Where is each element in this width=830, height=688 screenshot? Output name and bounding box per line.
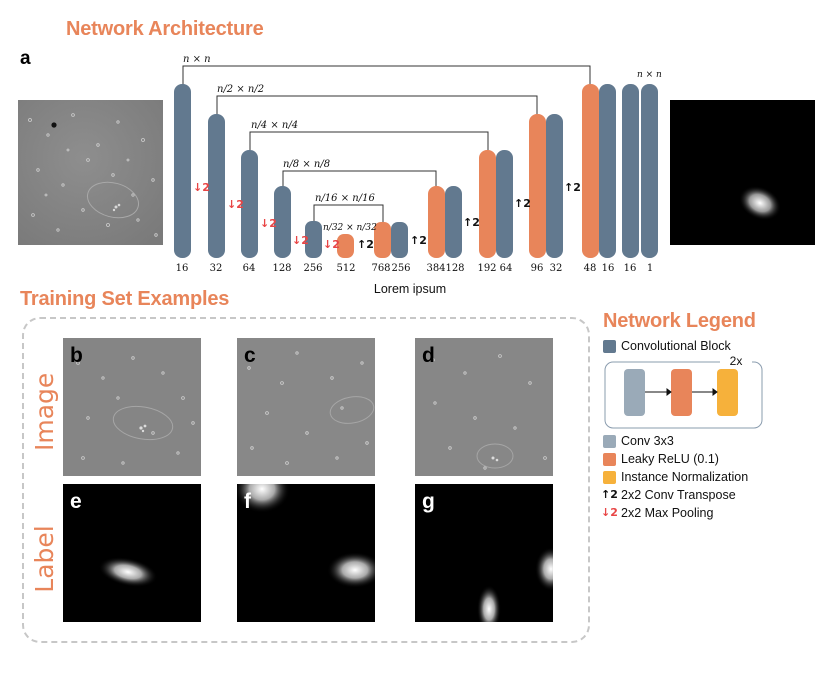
channel-label: 48 — [584, 263, 597, 274]
channel-label: 96 — [531, 263, 544, 274]
training-set-frame — [22, 317, 590, 643]
dim-label-output: n × n — [637, 70, 662, 80]
encoder-block-256 — [305, 221, 322, 258]
training-image-d — [415, 338, 553, 476]
legend-conv: Conv 3x3 — [621, 434, 674, 448]
legend-swatch-relu — [603, 453, 616, 466]
channel-label: 256 — [391, 263, 410, 274]
bottleneck-block-512 — [337, 234, 354, 258]
unet-diagram: n × n n/2 × n/2 n/4 × n/4 n/8 × n/8 n/16… — [174, 54, 662, 296]
panel-letter-d: d — [422, 344, 435, 367]
skip-connection-level3 — [282, 170, 437, 187]
dim-label-level4: n/16 × n/16 — [315, 193, 375, 204]
concat-block-48 — [582, 84, 599, 258]
legend-block-detail: 2x — [604, 354, 763, 429]
channel-label: 1 — [647, 263, 653, 274]
concat-block-384 — [428, 186, 445, 258]
channel-label: 16 — [602, 263, 615, 274]
legend-transpose-arrow: ↑2 — [601, 488, 618, 501]
legend-norm: Instance Normalization — [621, 470, 749, 484]
decoder-block-128 — [445, 186, 462, 258]
output-block-1 — [641, 84, 658, 258]
decoder-block-16b — [622, 84, 639, 258]
legend-swatch-norm — [603, 471, 616, 484]
legend-conv-rect — [624, 369, 645, 416]
upconv-arrow-2: ↑2 — [410, 234, 427, 247]
dim-label-level1: n/2 × n/2 — [217, 84, 264, 95]
row-label-image: Image — [30, 372, 59, 451]
legend-conv-block: Convolutional Block — [621, 339, 731, 353]
training-image-c — [237, 338, 375, 476]
dim-label-level0: n × n — [183, 54, 211, 65]
decoder-block-16a — [599, 84, 616, 258]
channel-label: 128 — [445, 263, 464, 274]
concat-block-96 — [529, 114, 546, 258]
upconv-arrow-5: ↑2 — [564, 181, 581, 194]
legend-title: Network Legend — [603, 310, 756, 332]
channel-label: 192 — [477, 263, 496, 274]
dim-label-level5: n/32 × n/32 — [323, 223, 377, 233]
legend-norm-rect — [717, 369, 738, 416]
channel-label: 16 — [624, 263, 637, 274]
legend-repeat-label: 2x — [730, 354, 743, 368]
legend-transpose: 2x2 Conv Transpose — [621, 488, 736, 502]
maxpool-arrow-4: ↓2 — [292, 234, 309, 247]
decoder-block-32 — [546, 114, 563, 258]
panel-letter-g: g — [422, 490, 435, 513]
training-title: Training Set Examples — [20, 288, 230, 310]
maxpool-arrow-2: ↓2 — [227, 198, 244, 211]
channel-label: 32 — [210, 263, 223, 274]
upconv-arrow-1: ↑2 — [357, 238, 374, 251]
concat-block-768 — [374, 222, 391, 258]
legend-pool: 2x2 Max Pooling — [621, 506, 714, 520]
panel-letter-b: b — [70, 344, 83, 367]
channel-label: 128 — [272, 263, 291, 274]
decoder-block-256 — [391, 222, 408, 258]
panel-letter-a: a — [20, 48, 31, 69]
concat-block-192 — [479, 150, 496, 258]
channel-label: 512 — [336, 263, 355, 274]
maxpool-arrow-5: ↓2 — [323, 238, 340, 251]
legend-relu-rect — [671, 369, 692, 416]
architecture-title: Network Architecture — [66, 18, 264, 40]
training-label-e — [63, 484, 201, 622]
panel-letter-c: c — [244, 344, 256, 367]
training-label-g — [415, 484, 553, 622]
encoder-block-16 — [174, 84, 191, 258]
skip-connection-level4 — [313, 204, 384, 222]
channel-label: 16 — [176, 263, 189, 274]
channel-label: 64 — [243, 263, 256, 274]
channel-label: 32 — [550, 263, 563, 274]
legend-swatch-conv-block — [603, 340, 616, 353]
panel-letter-e: e — [70, 490, 82, 513]
maxpool-arrow-1: ↓2 — [193, 181, 210, 194]
maxpool-arrow-3: ↓2 — [260, 217, 277, 230]
upconv-arrow-3: ↑2 — [463, 216, 480, 229]
decoder-block-64 — [496, 150, 513, 258]
legend-relu: Leaky ReLU (0.1) — [621, 452, 719, 466]
channel-label: 64 — [500, 263, 513, 274]
skip-connection-level0 — [182, 65, 591, 85]
skip-connection-level1 — [216, 95, 538, 115]
legend-swatch-conv — [603, 435, 616, 448]
output-mask — [670, 100, 815, 245]
upconv-arrow-4: ↑2 — [514, 197, 531, 210]
encoder-block-32 — [208, 114, 225, 258]
legend-pool-arrow: ↓2 — [601, 506, 618, 519]
skip-connection-level2 — [249, 131, 489, 150]
training-image-b — [63, 338, 201, 476]
channel-label: 768 — [371, 263, 390, 274]
training-label-f — [237, 484, 375, 622]
diagram-caption: Lorem ipsum — [374, 282, 446, 296]
encoder-block-128 — [274, 186, 291, 258]
input-image — [18, 100, 163, 245]
panel-letter-f: f — [244, 490, 251, 513]
channel-label: 256 — [303, 263, 322, 274]
dim-label-level2: n/4 × n/4 — [251, 120, 298, 131]
encoder-block-64 — [241, 150, 258, 258]
dim-label-level3: n/8 × n/8 — [283, 159, 330, 170]
row-label-label: Label — [30, 525, 59, 593]
channel-label: 384 — [426, 263, 445, 274]
